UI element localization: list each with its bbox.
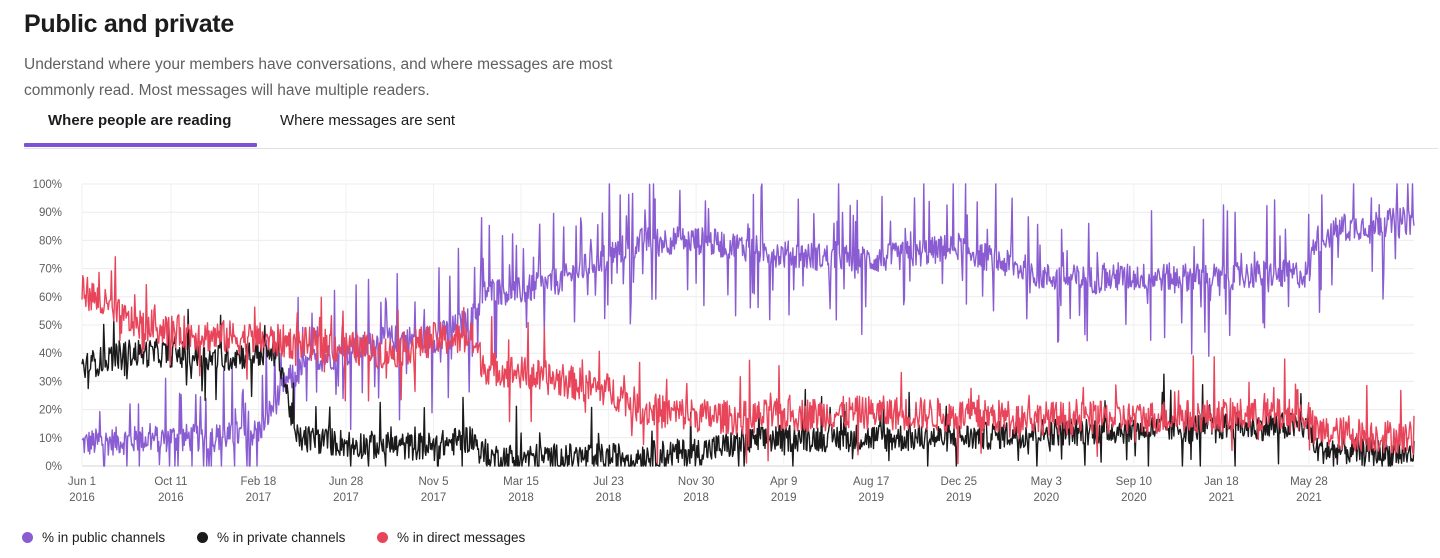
active-tab-indicator — [24, 143, 257, 147]
y-tick-label: 0% — [45, 461, 62, 473]
series-line-public-channels — [81, 183, 1415, 467]
x-tick-label: May 28 — [1290, 476, 1328, 488]
y-tick-label: 60% — [39, 292, 62, 304]
x-tick-year-label: 2017 — [246, 492, 272, 504]
tab-bar: Where people are reading Where messages … — [24, 104, 1438, 149]
x-tick-label: May 3 — [1031, 476, 1062, 488]
y-tick-label: 70% — [39, 264, 62, 276]
x-tick-year-label: 2018 — [683, 492, 709, 504]
page-description: Understand where your members have conve… — [24, 56, 613, 99]
legend-dot-direct — [377, 532, 388, 543]
x-tick-label: Jan 18 — [1204, 476, 1239, 488]
legend-item-private-channels[interactable]: % in private channels — [197, 530, 345, 545]
x-tick-year-label: 2017 — [421, 492, 447, 504]
tab-where-people-are-reading[interactable]: Where people are reading — [48, 112, 232, 129]
line-chart: 0% 10% 20% 30% 40% 50% 60% 70% 80% 90% 100% Jun 1 20… — [33, 179, 1415, 504]
y-tick-label: 20% — [39, 405, 62, 417]
legend-dot-public — [22, 532, 33, 543]
x-tick-label: Jul 23 — [593, 476, 624, 488]
x-tick-year-label: 2017 — [333, 492, 359, 504]
x-tick-year-label: 2016 — [69, 492, 95, 504]
x-tick-year-label: 2021 — [1209, 492, 1235, 504]
x-tick-label: Jun 1 — [68, 476, 96, 488]
x-tick-label: Apr 9 — [770, 476, 798, 488]
y-tick-label: 100% — [33, 179, 62, 191]
x-tick-year-label: 2019 — [771, 492, 797, 504]
x-tick-label: Mar 15 — [503, 476, 539, 488]
legend-item-direct-messages[interactable]: % in direct messages — [377, 530, 525, 545]
x-tick-label: Jun 28 — [329, 476, 364, 488]
x-tick-year-label: 2020 — [1121, 492, 1147, 504]
tab-where-messages-are-sent[interactable]: Where messages are sent — [280, 112, 456, 129]
legend-item-public-channels[interactable]: % in public channels — [22, 530, 165, 545]
y-tick-label: 50% — [39, 320, 62, 332]
series-line-direct-messages — [81, 256, 1415, 465]
y-tick-label: 90% — [39, 207, 62, 219]
x-tick-year-label: 2018 — [508, 492, 534, 504]
x-tick-year-label: 2020 — [1034, 492, 1060, 504]
x-tick-year-label: 2021 — [1296, 492, 1322, 504]
x-tick-label: Feb 18 — [241, 476, 277, 488]
x-tick-year-label: 2019 — [946, 492, 972, 504]
x-tick-year-label: 2016 — [158, 492, 184, 504]
page-title: Public and private — [24, 10, 234, 38]
legend-label-direct: % in direct messages — [397, 530, 526, 545]
legend-label-private: % in private channels — [217, 530, 346, 545]
y-tick-label: 10% — [39, 433, 62, 445]
x-tick-label: Dec 25 — [941, 476, 977, 488]
x-tick-year-label: 2018 — [596, 492, 622, 504]
y-tick-label: 30% — [39, 376, 62, 388]
x-tick-label: Nov 5 — [418, 476, 448, 488]
y-tick-label: 40% — [39, 348, 62, 360]
x-tick-label: Oct 11 — [154, 476, 187, 488]
legend-dot-private — [197, 532, 208, 543]
legend-label-public: % in public channels — [42, 530, 166, 545]
x-tick-label: Aug 17 — [853, 476, 889, 488]
x-tick-label: Nov 30 — [678, 476, 714, 488]
x-tick-year-label: 2019 — [858, 492, 884, 504]
y-tick-label: 80% — [39, 235, 62, 247]
x-tick-label: Sep 10 — [1116, 476, 1152, 488]
